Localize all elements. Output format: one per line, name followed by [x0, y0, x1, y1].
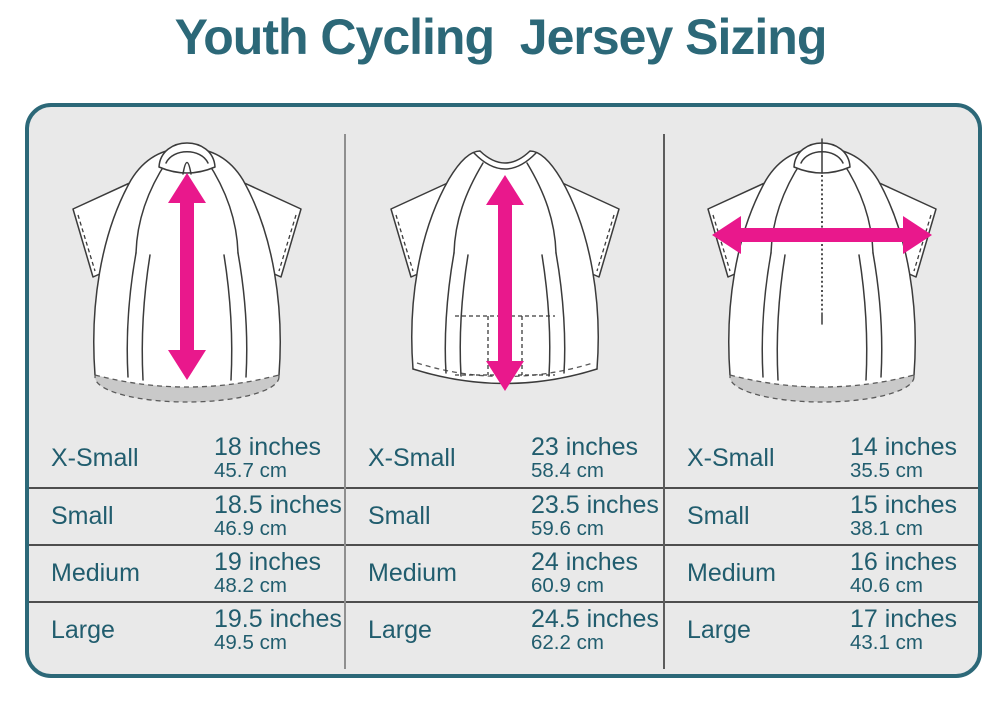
measurement-value: 14 inches 35.5 cm [850, 434, 957, 483]
measurement-value: 16 inches 40.6 cm [850, 549, 957, 598]
measurement-value: 17 inches 43.1 cm [850, 606, 957, 655]
size-label: Large [687, 616, 751, 644]
column-divider [663, 134, 665, 669]
column-chest-width: X-Small 14 inches 35.5 cm Small 15 inche… [665, 107, 978, 674]
size-label: Medium [368, 559, 457, 587]
table-row: X-Small 14 inches 35.5 cm [665, 430, 978, 487]
inches-value: 24.5 inches [531, 604, 659, 633]
cm-value: 49.5 cm [214, 631, 287, 655]
table-row: Large 17 inches 43.1 cm [665, 601, 978, 658]
jersey-front-figure [37, 123, 337, 428]
table-row: Medium 24 inches 60.9 cm [346, 544, 663, 601]
table-row: Large 19.5 inches 49.5 cm [29, 601, 344, 658]
cm-value: 60.9 cm [531, 574, 604, 598]
table-row: Small 18.5 inches 46.9 cm [29, 487, 344, 544]
table-row: X-Small 23 inches 58.4 cm [346, 430, 663, 487]
size-label: X-Small [51, 444, 139, 472]
collar [472, 152, 537, 170]
jersey-front-zip-figure [672, 123, 972, 428]
measurement-value: 15 inches 38.1 cm [850, 492, 957, 541]
measurement-value: 23.5 inches 59.6 cm [531, 492, 659, 541]
jersey-back-figure [355, 123, 655, 428]
inches-value: 19 inches [214, 547, 322, 576]
inches-value: 16 inches [850, 547, 958, 576]
size-label: X-Small [368, 444, 456, 472]
vertical-measure-arrow-icon [167, 173, 206, 380]
table-row: Small 15 inches 38.1 cm [665, 487, 978, 544]
cm-value: 35.5 cm [850, 459, 923, 483]
table-row: Medium 16 inches 40.6 cm [665, 544, 978, 601]
inches-value: 14 inches [850, 432, 958, 461]
chest-width-size-table: X-Small 14 inches 35.5 cm Small 15 inche… [665, 430, 978, 658]
cm-value: 48.2 cm [214, 574, 287, 598]
size-label: Small [51, 502, 114, 530]
back-length-size-table: X-Small 23 inches 58.4 cm Small 23.5 inc… [346, 430, 663, 658]
inches-value: 15 inches [850, 490, 958, 519]
vertical-measure-arrow-icon [485, 175, 524, 391]
cm-value: 45.7 cm [214, 459, 287, 483]
size-label: Medium [51, 559, 140, 587]
inches-value: 23 inches [531, 432, 639, 461]
horizontal-measure-arrow-icon [711, 216, 932, 254]
inches-value: 23.5 inches [531, 490, 659, 519]
inches-value: 18 inches [214, 432, 322, 461]
cm-value: 58.4 cm [531, 459, 604, 483]
table-row: Large 24.5 inches 62.2 cm [346, 601, 663, 658]
cm-value: 59.6 cm [531, 517, 604, 541]
inches-value: 18.5 inches [214, 490, 342, 519]
cm-value: 40.6 cm [850, 574, 923, 598]
cm-value: 38.1 cm [850, 517, 923, 541]
measurement-value: 19 inches 48.2 cm [214, 549, 321, 598]
sizing-panel: X-Small 18 inches 45.7 cm Small 18.5 inc… [25, 103, 982, 678]
jersey-front-illustration [71, 142, 302, 403]
cm-value: 62.2 cm [531, 631, 604, 655]
size-label: Large [368, 616, 432, 644]
inches-value: 19.5 inches [214, 604, 342, 633]
measurement-value: 19.5 inches 49.5 cm [214, 606, 342, 655]
inches-value: 24 inches [531, 547, 639, 576]
inches-value: 17 inches [850, 604, 958, 633]
jersey-back-illustration [389, 150, 620, 391]
table-row: Medium 19 inches 48.2 cm [29, 544, 344, 601]
size-label: Large [51, 616, 115, 644]
column-back-length: X-Small 23 inches 58.4 cm Small 23.5 inc… [346, 107, 663, 674]
measurement-value: 24.5 inches 62.2 cm [531, 606, 659, 655]
table-row: Small 23.5 inches 59.6 cm [346, 487, 663, 544]
cm-value: 46.9 cm [214, 517, 287, 541]
measurement-value: 23 inches 58.4 cm [531, 434, 638, 483]
column-divider [344, 134, 346, 669]
cm-value: 43.1 cm [850, 631, 923, 655]
page-title: Youth Cycling Jersey Sizing [174, 9, 828, 65]
measurement-value: 24 inches 60.9 cm [531, 549, 638, 598]
column-front-length: X-Small 18 inches 45.7 cm Small 18.5 inc… [29, 107, 344, 674]
size-label: X-Small [687, 444, 775, 472]
size-label: Small [687, 502, 750, 530]
measurement-value: 18.5 inches 46.9 cm [214, 492, 342, 541]
size-label: Medium [687, 559, 776, 587]
size-label: Small [368, 502, 431, 530]
measurement-value: 18 inches 45.7 cm [214, 434, 321, 483]
table-row: X-Small 18 inches 45.7 cm [29, 430, 344, 487]
collar [157, 142, 216, 174]
jersey-front-zip-illustration [706, 138, 937, 403]
front-length-size-table: X-Small 18 inches 45.7 cm Small 18.5 inc… [29, 430, 344, 658]
